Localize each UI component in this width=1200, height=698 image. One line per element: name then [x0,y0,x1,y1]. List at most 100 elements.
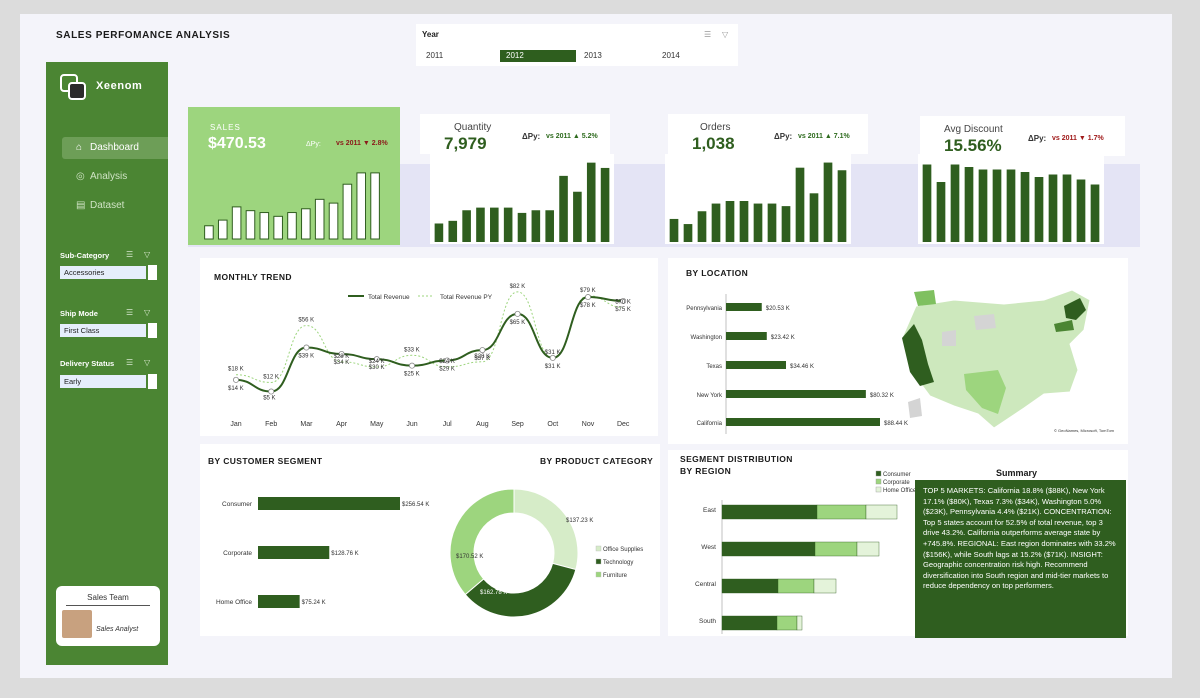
trend-point-current [233,376,240,383]
filter-shipmode-value[interactable]: First Class [60,324,146,337]
by-location-title: BY LOCATION [686,268,749,278]
dist-legend-swatch [875,478,882,485]
clear-filter-icon[interactable]: ▽ [144,250,151,259]
spark-sales-bar [273,215,283,240]
trend-label-current: $75 K [615,307,631,313]
spark-quantity-bar [531,210,541,242]
spark-discount-bar [936,182,946,242]
brand-name: Xeenom [96,80,143,92]
spark-quantity-bar [448,220,458,242]
kpi-quantity-sparkline [434,162,610,242]
monthly-trend-panel: MONTHLY TREND Total Revenue Total Revenu… [200,258,658,436]
year-slicer: Year ☰ ▽ 2011 2012 2013 2014 [416,24,738,66]
trend-x-tick: Feb [265,421,277,428]
trend-x-tick: Oct [547,421,558,428]
category-legend-swatch [595,558,602,565]
trend-label-current: $5 K [263,396,275,402]
trend-line-current [235,296,624,393]
kpi-discount-header: Avg Discount 15.56% ΔPy: vs 2011 ▼ 1.7% [920,116,1125,156]
sidebar: Xeenom ⌂ Dashboard ◎ Analysis ▤ Dataset Sub… [46,62,168,665]
trend-label-py: $28 K [334,354,350,360]
trend-label-current: $30 K [369,365,385,371]
year-slicer-label: Year [422,30,439,39]
kpi-quantity-delta: vs 2011 ▲ 5.2% [546,133,598,140]
trend-label-py: $70 K [615,299,631,305]
dist-region-label: South [699,618,716,625]
spark-sales-bar [328,202,339,240]
year-option-2013[interactable]: 2013 [584,51,602,60]
clear-filter-icon[interactable]: ▽ [144,358,151,367]
multi-select-icon[interactable]: ☰ [126,250,134,259]
us-map-base [901,289,1091,429]
clear-filter-icon[interactable]: ▽ [144,308,151,317]
category-donut-slice [449,488,515,596]
spark-quantity-bar [573,191,582,242]
filter-shipmode-scroll[interactable] [148,323,157,338]
spark-sales-bar [245,210,256,240]
nav-dashboard[interactable]: ⌂ Dashboard [62,137,168,159]
spark-discount-bar [1076,179,1086,242]
trend-label-current: $37 K [474,356,490,362]
trend-line-py [235,291,624,383]
year-option-2011[interactable]: 2011 [426,51,444,60]
map-no-data-2 [942,330,956,346]
trend-point-current [303,344,310,351]
by-category-title: BY PRODUCT CATEGORY [540,456,654,466]
dist-bar-segment [796,615,803,631]
loc-bar [726,332,767,340]
loc-bar [726,361,787,369]
category-label-technology: $162.78 K [480,590,507,596]
trend-label-py: $24 K [369,359,385,365]
kpi-discount-chart-box [918,154,1104,244]
filter-delivery-label: Delivery Status [60,359,115,368]
trend-point-current [338,351,345,358]
clear-filter-icon[interactable]: ▽ [722,30,729,39]
multi-select-icon[interactable]: ☰ [126,358,134,367]
segment-category-chart: Consumer $256.54 K Corporate $128.76 K Home … [216,488,643,618]
trend-label-py: $24 K [439,359,455,365]
filter-subcategory-scroll[interactable] [148,265,157,280]
loc-category-label: Washington [691,335,722,341]
dashboard-canvas: SALES PERFOMANCE ANALYSIS Year ☰ ▽ 2011 … [20,14,1172,678]
year-option-2014[interactable]: 2014 [662,51,680,60]
year-option-2012[interactable]: 2012 [500,50,576,62]
map-california [902,324,934,386]
analysis-icon: ◎ [76,171,85,182]
spark-discount-bar [1048,174,1058,242]
nav-dashboard-label: Dashboard [90,142,139,153]
nav-analysis[interactable]: ◎ Analysis [62,166,168,188]
category-label-office: $137.23 K [566,518,593,524]
filter-delivery-value[interactable]: Early [60,375,146,388]
filter-subcategory-value[interactable]: Accessories [60,266,146,279]
category-donut-slice [513,488,579,571]
multi-select-icon[interactable]: ☰ [126,308,134,317]
spark-discount-bar [1020,172,1030,242]
category-legend-label: Technology [603,560,633,566]
trend-label-py: $79 K [580,288,596,294]
kpi-quantity-chart-box [430,154,614,244]
category-legend-label: Office Supplies [603,547,643,553]
filter-delivery-scroll[interactable] [148,374,157,389]
legend-current-label: Total Revenue [368,294,410,301]
dist-legend-swatch [875,470,882,477]
us-map: © GeoNames, Microsoft, TomTom [901,289,1115,433]
loc-value-label: $34.46 K [790,364,814,370]
spark-sales-bar [217,219,228,240]
loc-value-label: $80.32 K [870,393,894,399]
dist-bar-segment [777,578,815,594]
dist-region-label: East [703,507,716,514]
segment-value-label: $256.54 K [402,502,429,508]
nav-dataset[interactable]: ▤ Dataset [62,195,168,217]
trend-x-tick: Aug [476,421,489,428]
trend-label-py: $56 K [298,318,314,324]
trend-point-current [373,356,380,363]
trend-point-current [479,347,486,354]
by-location-chart: Pennsylvania $20.53 K Washington $23.42 K Te… [686,294,908,434]
trend-label-current: $34 K [334,360,350,366]
kpi-orders-value: 1,038 [692,134,735,153]
multi-select-icon[interactable]: ☰ [704,30,712,39]
map-pennsylvania [1054,320,1074,332]
trend-point-current [620,297,627,304]
dist-bar-segment [721,541,816,557]
trend-x-tick: Jan [230,421,241,428]
